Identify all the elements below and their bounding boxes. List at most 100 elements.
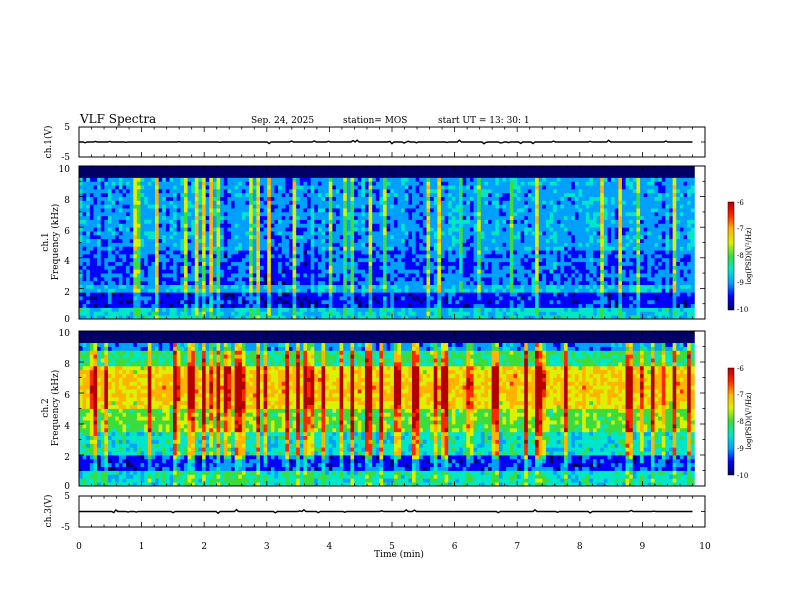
spectrogram-cell — [310, 181, 315, 186]
spectrogram-cell — [440, 211, 445, 217]
spectrogram-cell — [259, 273, 265, 278]
spectrogram-cell — [122, 280, 127, 285]
spectrogram-cell — [216, 204, 221, 209]
spectrogram-cell — [169, 196, 174, 201]
spectrogram-cell — [140, 169, 145, 175]
spectrogram-cell — [151, 173, 156, 178]
spectrogram-cell — [364, 215, 369, 220]
spectrogram-cell — [249, 204, 254, 209]
spectrogram-cell — [448, 181, 453, 186]
spectrogram-cell — [158, 219, 163, 224]
spectrogram-cell — [383, 185, 388, 190]
spectrogram-cell — [256, 227, 261, 232]
spectrogram-cell — [205, 185, 210, 190]
spectrogram-cell — [495, 303, 500, 308]
spectrogram-cell — [383, 296, 388, 301]
spectrogram-cell — [122, 299, 127, 305]
spectrogram-cell — [314, 288, 319, 293]
spectrogram-cell — [231, 166, 236, 171]
spectrogram-cell — [183, 204, 188, 209]
spectrogram-cell — [151, 276, 156, 282]
spectrogram-cell — [180, 303, 185, 308]
spectrogram-cell — [151, 253, 156, 259]
spectrogram-cell — [459, 208, 464, 213]
spectrogram-cell — [509, 315, 514, 320]
spectrogram-cell — [115, 219, 120, 224]
spectrogram-cell — [151, 204, 156, 209]
spectrogram-cell — [238, 257, 243, 263]
spectrogram-cell — [231, 269, 236, 274]
spectrogram-cell — [422, 307, 427, 312]
spectrogram-cell — [404, 208, 409, 213]
spectrogram-cell — [267, 192, 272, 198]
spectrogram-cell — [433, 173, 438, 178]
spectrogram-cell — [202, 269, 207, 274]
spectrogram-cell — [379, 299, 384, 305]
spectrogram-cell — [477, 200, 482, 205]
spectrogram-cell — [401, 208, 406, 213]
spectrogram-cell — [480, 296, 485, 301]
spectrogram-cell — [278, 269, 283, 274]
spectrogram-cell — [466, 215, 471, 220]
spectrogram-cell — [317, 223, 322, 228]
spectrogram-cell — [401, 296, 406, 301]
spectrogram-cell — [176, 276, 181, 282]
spectrogram-cell — [274, 173, 279, 178]
spectrogram-cell — [488, 250, 493, 255]
spectrogram-cell — [223, 292, 228, 297]
spectrogram-cell — [241, 177, 246, 182]
spectrogram-cell — [241, 280, 246, 285]
spectrogram-cell — [383, 211, 388, 217]
spectrogram-cell — [401, 269, 406, 274]
spectrogram-cell — [440, 215, 445, 220]
spectrogram-cell — [408, 284, 413, 289]
spectrogram-cell — [350, 299, 355, 305]
spectrogram-cell — [198, 303, 203, 308]
spectrogram-cell — [397, 246, 402, 251]
spectrogram-cell — [383, 253, 388, 259]
spectrogram-cell — [332, 181, 337, 186]
spectrogram-cell — [259, 192, 265, 198]
spectrogram-cell — [477, 173, 482, 178]
spectrogram-cell — [354, 292, 359, 297]
spectrogram-cell — [444, 234, 449, 240]
spectrogram-cell — [165, 261, 170, 266]
spectrogram-cell — [368, 169, 373, 175]
spectrogram-cell — [448, 280, 453, 285]
spectrogram-cell — [252, 173, 257, 178]
spectrogram-cell — [336, 219, 341, 224]
spectrogram-cell — [216, 265, 221, 270]
spectrogram-cell — [368, 219, 373, 224]
spectrogram-cell — [93, 303, 98, 308]
spectrogram-cell — [372, 181, 377, 186]
spectrogram-cell — [147, 284, 152, 289]
spectrogram-cell — [509, 196, 514, 201]
spectrogram-cell — [281, 215, 286, 220]
spectrogram-cell — [354, 315, 359, 320]
spectrogram-cell — [495, 219, 500, 224]
spectrogram-cell — [498, 292, 503, 297]
spectrogram-cell — [147, 303, 152, 308]
spectrogram-cell — [202, 188, 207, 194]
spectrogram-cell — [274, 269, 279, 274]
spectrogram-cell — [495, 280, 500, 285]
spectrogram-cell — [509, 288, 514, 293]
spectrogram-cell — [176, 238, 181, 243]
spectrogram-cell — [216, 299, 221, 305]
spectrogram-cell — [241, 303, 246, 308]
spectrogram-cell — [426, 185, 431, 190]
spectrogram-cell — [332, 288, 337, 293]
spectrogram-cell — [249, 280, 254, 285]
spectrogram-cell — [357, 253, 362, 259]
spectrogram-cell — [357, 192, 362, 198]
spectrogram-cell — [216, 269, 221, 274]
spectrogram-cell — [122, 196, 127, 201]
spectrogram-cell — [227, 253, 232, 259]
spectrogram-cell — [133, 223, 138, 228]
spectrogram-cell — [107, 196, 112, 201]
spectrogram-cell — [477, 238, 482, 243]
spectrogram-cell — [144, 219, 149, 224]
spectrogram-cell — [104, 204, 109, 209]
spectrogram-cell — [118, 223, 123, 228]
spectrogram-cell — [212, 315, 217, 320]
